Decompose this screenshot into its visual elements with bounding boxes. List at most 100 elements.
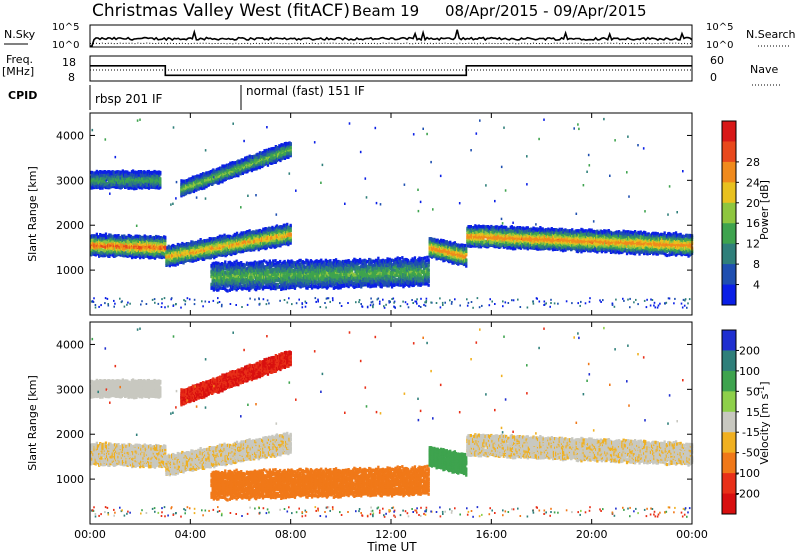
range-cell <box>111 170 114 174</box>
range-cell <box>278 237 281 241</box>
range-cell <box>238 246 241 250</box>
range-cell <box>275 286 278 290</box>
range-cell <box>142 235 145 239</box>
range-cell <box>184 242 187 246</box>
range-cell <box>213 237 216 241</box>
range-cell <box>220 265 223 269</box>
range-cell <box>227 264 230 268</box>
range-cell <box>267 272 270 276</box>
range-cell <box>205 173 208 177</box>
station-title: Christmas Valley West (fitACF) <box>92 1 350 21</box>
range-cell <box>119 251 122 255</box>
range-cell <box>221 253 224 257</box>
range-cell <box>204 256 207 260</box>
range-cell <box>164 247 167 251</box>
range-cell <box>161 236 165 240</box>
range-cell <box>219 278 222 282</box>
range-cell <box>214 169 217 173</box>
range-cell <box>289 142 292 146</box>
range-cell <box>183 180 186 184</box>
range-cell <box>216 288 219 292</box>
range-cell <box>207 183 210 187</box>
range-cell <box>247 239 250 243</box>
range-cell <box>283 284 286 288</box>
range-cell <box>274 158 277 162</box>
range-cell <box>213 278 217 282</box>
range-cell <box>235 259 238 263</box>
range-cell <box>271 161 274 165</box>
range-cell <box>209 241 212 245</box>
range-cell <box>209 248 212 252</box>
range-cell <box>262 156 265 160</box>
range-cell <box>281 284 284 288</box>
range-cell <box>184 248 187 252</box>
range-cell <box>249 272 252 276</box>
range-cell <box>249 287 252 291</box>
range-cell <box>190 253 193 257</box>
range-cell <box>245 267 249 271</box>
range-cell <box>149 235 152 239</box>
range-cell <box>234 233 238 237</box>
range-cell <box>279 144 282 148</box>
range-cell <box>270 235 273 239</box>
range-cell <box>232 285 235 290</box>
range-cell <box>230 236 233 240</box>
range-cell <box>232 277 235 281</box>
range-cell <box>190 240 193 244</box>
range-cell <box>144 241 147 245</box>
range-cell <box>253 268 257 272</box>
range-cell <box>243 244 247 248</box>
range-cell <box>246 230 249 234</box>
range-cell <box>91 241 94 245</box>
range-cell <box>159 185 162 189</box>
range-cell <box>114 179 118 183</box>
range-cell <box>221 281 225 285</box>
range-cell <box>243 286 246 290</box>
range-cell <box>277 267 281 271</box>
range-cell <box>275 231 279 235</box>
range-cell <box>131 236 134 240</box>
range-cell <box>247 245 250 249</box>
range-cell <box>224 263 227 267</box>
range-cell <box>266 238 269 243</box>
range-cell <box>173 261 176 265</box>
range-cell <box>250 164 254 168</box>
range-cell <box>253 248 256 252</box>
range-cell <box>158 251 161 255</box>
range-cell <box>269 285 273 289</box>
range-cell <box>283 150 287 154</box>
range-cell <box>156 247 159 251</box>
range-cell <box>231 284 234 288</box>
range-cell <box>272 230 275 234</box>
range-cell <box>102 252 105 256</box>
range-cell <box>235 274 238 278</box>
range-cell <box>253 158 256 162</box>
range-cell <box>104 247 108 251</box>
range-cell <box>275 274 278 278</box>
range-cell <box>255 229 258 233</box>
range-cell <box>211 276 214 280</box>
range-cell <box>102 236 105 240</box>
range-cell <box>161 243 165 247</box>
range-cell <box>169 253 173 257</box>
range-cell <box>258 235 261 239</box>
range-cell <box>235 288 238 292</box>
range-cell <box>180 179 183 183</box>
range-cell <box>150 174 153 178</box>
range-cell <box>241 275 244 279</box>
range-cell <box>251 285 254 289</box>
range-cell <box>221 262 225 266</box>
range-cell <box>91 176 94 180</box>
range-cell <box>201 178 205 182</box>
range-cell <box>281 278 284 282</box>
range-cell <box>198 254 201 258</box>
y-tick-label: 2000 <box>56 219 84 232</box>
range-cell <box>289 149 292 153</box>
range-cell <box>265 161 268 165</box>
range-cell <box>128 171 131 175</box>
range-cell <box>131 247 134 251</box>
nave-label: Nave <box>750 63 778 76</box>
range-cell <box>274 152 277 156</box>
range-cell <box>244 160 247 164</box>
range-cell <box>150 171 153 175</box>
